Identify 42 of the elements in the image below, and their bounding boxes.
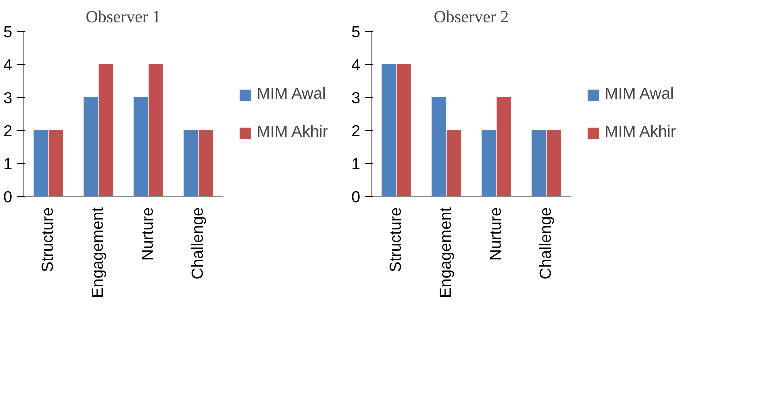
bar [98, 64, 114, 196]
y-tick-label: 3 [352, 90, 361, 108]
chart-title: Observer 1 [86, 8, 162, 26]
y-tick-label: 0 [352, 190, 361, 206]
y-tick-label: 0 [4, 190, 13, 206]
y-tick-label: 3 [4, 90, 13, 108]
y-tick-label: 4 [4, 58, 13, 74]
bar [382, 64, 396, 196]
bar [432, 98, 446, 196]
bar [546, 130, 562, 196]
x-tick-label: Structure [388, 207, 405, 272]
y-tick-label: 5 [4, 24, 13, 42]
y-tick-label: 2 [352, 124, 361, 140]
legend-label: MIM Awal [605, 86, 674, 104]
y-tick-label: 1 [352, 156, 361, 174]
bar [48, 130, 64, 196]
x-tick-label: Challenge [190, 207, 207, 280]
bar [34, 130, 48, 196]
chart-title: Observer 2 [434, 8, 510, 26]
bar [84, 98, 98, 196]
bar [396, 64, 412, 196]
x-tick-label: Challenge [538, 207, 555, 280]
x-tick-label: Nurture [140, 207, 157, 261]
y-tick-label: 1 [4, 156, 13, 174]
bar [446, 130, 462, 196]
bar [148, 64, 164, 196]
legend-label: MIM Awal [257, 86, 326, 104]
y-tick-label: 2 [4, 124, 13, 140]
x-tick-label: Nurture [488, 207, 505, 261]
bar [482, 130, 496, 196]
bar [134, 98, 148, 196]
x-tick-label: Structure [40, 207, 57, 272]
x-tick-label: Engagement [438, 206, 455, 298]
y-tick-label: 5 [352, 24, 361, 42]
legend-label: MIM Akhir [605, 124, 676, 142]
bar [496, 98, 512, 196]
bar [198, 130, 214, 196]
bar [184, 130, 198, 196]
legend-label: MIM Akhir [257, 124, 328, 142]
bar [532, 130, 546, 196]
x-tick-label: Engagement [90, 206, 107, 298]
y-tick-label: 4 [352, 58, 361, 74]
